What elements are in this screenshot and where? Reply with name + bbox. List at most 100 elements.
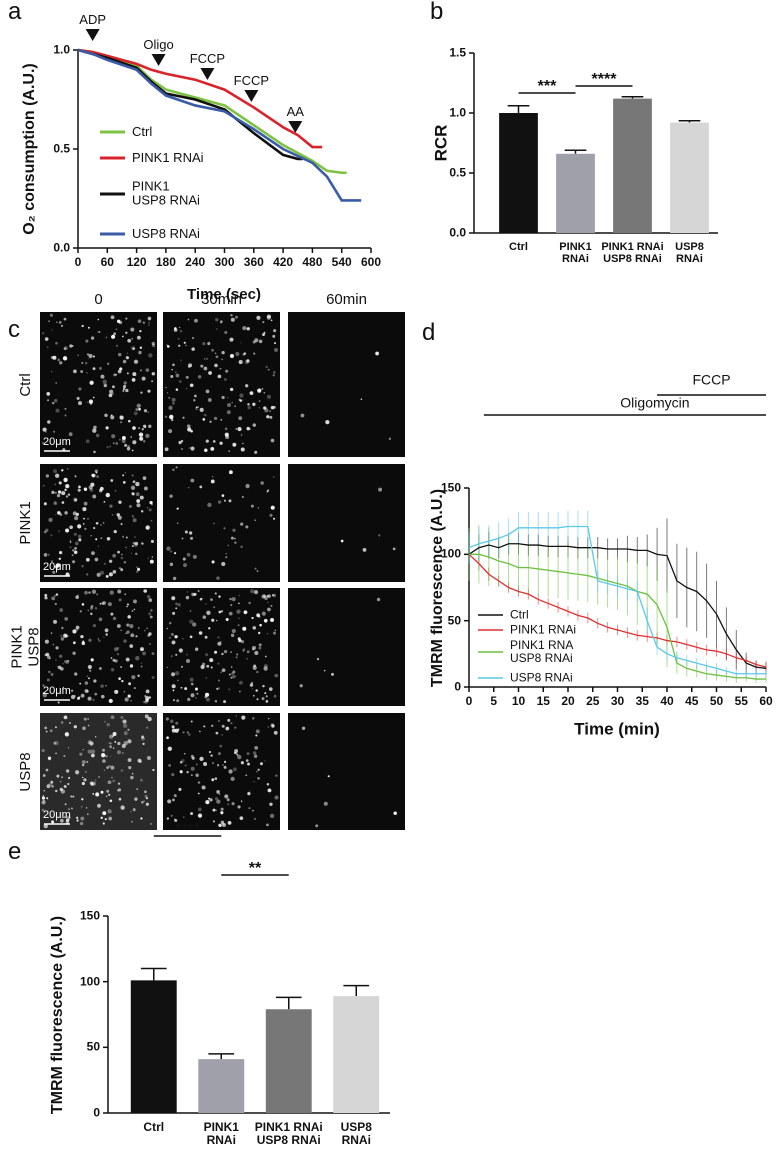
speckle: [105, 426, 109, 430]
speckle: [98, 775, 101, 779]
speckle: [101, 601, 105, 605]
speckle: [200, 664, 205, 670]
speckle: [81, 781, 85, 786]
speckle: [60, 637, 65, 641]
y-axis-label: TMRM fluorescence (A.U.): [49, 915, 67, 1115]
speckle: [185, 375, 189, 379]
speckle: [243, 352, 247, 355]
speckle: [222, 764, 225, 766]
speckle: [54, 741, 59, 746]
speckle: [55, 659, 57, 661]
speckle: [240, 447, 245, 452]
annotation-arrow: [85, 29, 100, 41]
speckle: [44, 653, 48, 657]
speckle: [208, 797, 211, 800]
speckle: [229, 387, 234, 392]
speckle: [137, 674, 140, 677]
speckle: [247, 403, 250, 406]
significance-label: ****: [175, 821, 200, 839]
micrograph: [163, 464, 280, 582]
speckle: [132, 541, 136, 545]
speckle: [150, 609, 153, 612]
speckle: [58, 481, 62, 485]
speckle: [272, 517, 276, 520]
speckle: [126, 623, 129, 627]
speckle: [253, 817, 257, 820]
speckle: [86, 760, 89, 764]
speckle: [63, 755, 66, 758]
speckle: [61, 626, 64, 630]
speckle: [104, 628, 109, 633]
speckle: [112, 385, 115, 389]
legend-label: Ctrl: [132, 123, 153, 139]
speckle: [138, 350, 142, 355]
speckle: [211, 724, 214, 728]
annotation-label: ADP: [79, 11, 107, 27]
data-line: [77, 48, 303, 161]
speckle: [87, 401, 89, 404]
speckle: [145, 433, 150, 439]
speckle: [264, 692, 267, 695]
speckle: [82, 726, 86, 731]
speckle: [91, 551, 95, 556]
speckle: [199, 407, 204, 412]
speckle: [87, 749, 92, 754]
speckle: [220, 641, 222, 643]
speckle: [187, 733, 191, 736]
speckle: [41, 808, 45, 812]
speckle: [249, 683, 254, 687]
speckle: [54, 602, 57, 606]
speckle: [255, 734, 258, 737]
speckle: [126, 603, 129, 606]
speckle: [172, 798, 175, 802]
speckle: [59, 654, 63, 658]
speckle: [175, 466, 178, 469]
speckle: [69, 541, 72, 543]
speckle: [130, 775, 134, 780]
speckle: [315, 824, 319, 828]
x-tick-label: 0: [74, 255, 82, 269]
speckle: [130, 811, 132, 813]
speckle: [130, 436, 132, 438]
speckle: [122, 387, 126, 391]
speckle: [116, 513, 121, 517]
speckle: [274, 342, 277, 345]
speckle: [56, 774, 60, 778]
speckle: [235, 656, 238, 659]
speckle: [84, 689, 89, 693]
speckle: [258, 400, 261, 402]
speckle: [208, 627, 211, 630]
speckle: [67, 776, 71, 780]
speckle: [95, 471, 98, 474]
speckle: [170, 632, 174, 637]
speckle: [70, 694, 76, 700]
speckle: [147, 389, 151, 393]
speckle: [118, 797, 122, 801]
speckle: [87, 724, 90, 727]
speckle: [150, 519, 153, 522]
speckle: [90, 336, 95, 340]
speckle: [75, 595, 79, 599]
speckle: [148, 612, 152, 616]
speckle: [110, 755, 112, 757]
speckle: [54, 473, 60, 478]
speckle: [60, 721, 64, 724]
speckle: [266, 394, 271, 399]
speckle: [220, 419, 223, 421]
speckle: [241, 496, 244, 498]
speckle: [80, 816, 85, 821]
speckle: [100, 816, 103, 820]
speckle: [125, 546, 127, 549]
speckle: [220, 807, 224, 811]
speckle: [110, 334, 116, 339]
speckle: [193, 399, 196, 402]
speckle: [59, 512, 62, 516]
speckle: [187, 318, 190, 321]
speckle: [42, 795, 44, 797]
speckle: [79, 682, 82, 685]
speckle: [82, 764, 85, 767]
speckle: [124, 443, 128, 447]
speckle: [124, 472, 127, 474]
speckle: [53, 501, 58, 506]
speckle: [242, 650, 244, 652]
